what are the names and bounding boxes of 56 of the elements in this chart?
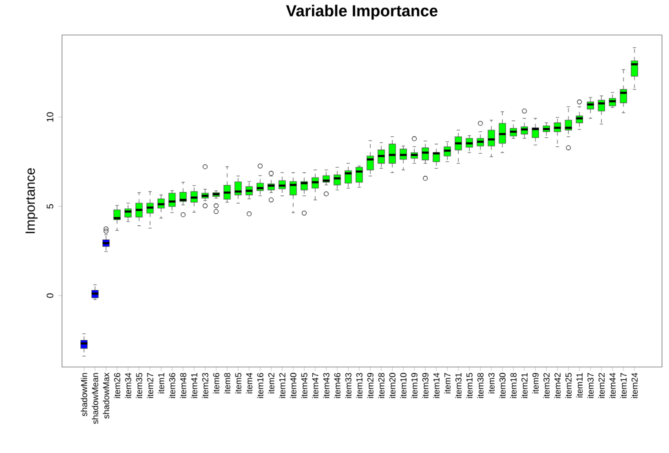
- x-tick-label: item9: [532, 372, 539, 394]
- x-tick-label: item38: [477, 372, 484, 398]
- x-tick-label: item10: [400, 372, 406, 398]
- x-tick-label: item21: [521, 373, 528, 398]
- x-tick-label: item37: [587, 373, 594, 398]
- x-tick-label: item16: [256, 372, 264, 398]
- x-tick-label: item3: [488, 372, 495, 394]
- x-tick-label: item46: [334, 372, 340, 398]
- x-tick-label: item4: [246, 372, 252, 394]
- x-tick-label: item36: [168, 372, 176, 398]
- x-tick-label: item30: [499, 372, 506, 398]
- x-tick-label: item35: [136, 372, 142, 398]
- x-tick-label: item17: [620, 373, 627, 398]
- x-tick-label: item44: [609, 372, 616, 398]
- y-tick-label: 10: [46, 112, 54, 122]
- x-tick-label: item12: [279, 373, 286, 398]
- x-tick-label: item2: [268, 373, 274, 394]
- x-tick-label: item33: [345, 372, 352, 398]
- x-tick-label: shadowMax: [102, 372, 110, 419]
- x-tick-label: item14: [433, 372, 440, 398]
- x-tick-label: item5: [234, 372, 242, 394]
- y-tick-label: 5: [46, 204, 54, 209]
- x-tick-label: shadowMin: [80, 373, 88, 416]
- x-tick-label: item7: [444, 373, 450, 394]
- x-tick-label: item20: [389, 372, 396, 398]
- y-tick-label: 0: [46, 293, 54, 298]
- y-axis-title: Importance: [26, 168, 38, 234]
- x-tick-label: item43: [323, 372, 330, 398]
- x-tick-label: item13: [356, 372, 362, 398]
- x-tick-label: item31: [455, 373, 462, 398]
- x-tick-label: item29: [367, 373, 374, 398]
- x-tick-label: item27: [146, 373, 154, 398]
- x-tick-label: item32: [543, 373, 550, 398]
- x-tick-label: item41: [190, 373, 198, 398]
- x-tick-label: item23: [202, 372, 208, 398]
- x-tick-label: item26: [114, 372, 120, 398]
- x-tick-label: item34: [124, 372, 132, 398]
- x-tick-label: item1: [158, 373, 164, 394]
- x-tick-label: item28: [378, 372, 384, 398]
- x-tick-label: item40: [290, 372, 296, 398]
- x-tick-label: item42: [554, 373, 561, 398]
- x-tick-label: item18: [510, 372, 517, 398]
- x-tick-label: shadowMean: [92, 373, 98, 424]
- x-tick-label: item45: [301, 372, 308, 398]
- x-tick-label: item11: [576, 373, 583, 398]
- x-tick-label: item6: [212, 372, 220, 394]
- x-tick-label: item19: [411, 373, 418, 398]
- x-tick-label: item24: [631, 372, 638, 398]
- x-tick-label: item47: [312, 373, 318, 398]
- x-tick-label: item39: [422, 373, 428, 398]
- x-tick-label: item8: [224, 372, 230, 394]
- x-tick-label: item25: [565, 372, 572, 398]
- chart-title: Variable Importance: [286, 4, 438, 20]
- x-tick-label: item15: [466, 372, 473, 398]
- x-tick-label: item48: [180, 372, 186, 398]
- x-tick-label: item22: [598, 373, 605, 398]
